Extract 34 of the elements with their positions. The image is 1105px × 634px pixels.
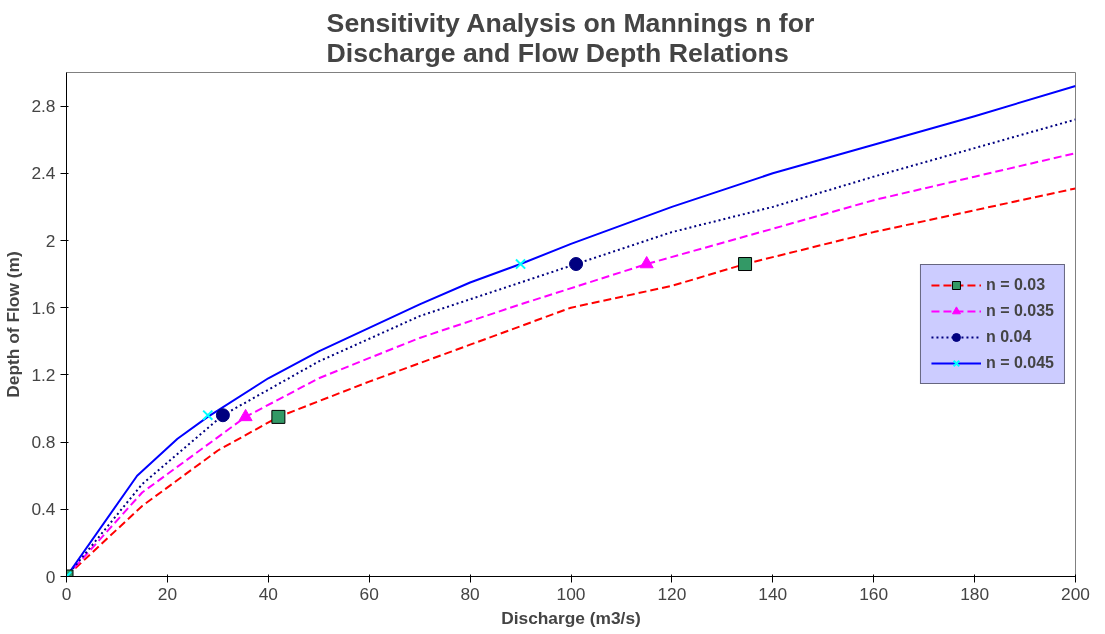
legend-label: n = 0.045 — [985, 354, 1054, 372]
point — [202, 409, 214, 421]
x-axis-title: Discharge (m3/s) — [501, 607, 641, 628]
x-tick-label: 80 — [460, 583, 480, 604]
point — [569, 257, 584, 272]
y-tick-label: 2.4 — [31, 163, 56, 184]
y-tick-label: 0.4 — [31, 499, 56, 520]
x-tick-label: 160 — [859, 583, 889, 604]
point — [639, 256, 654, 269]
x-tick-label: 0 — [61, 583, 72, 604]
legend-label: n 0.04 — [985, 328, 1032, 346]
point — [238, 408, 253, 422]
chart-title: Sensitivity Analysis on Mannings n for Discharge and Flow Depth Relations — [326, 7, 815, 68]
y-tick-label: 2.8 — [31, 96, 56, 117]
y-tick-label: 1.6 — [31, 297, 56, 318]
point — [738, 257, 753, 272]
y-tick-label: 2 — [45, 230, 56, 251]
y-tick-label: 1.2 — [31, 364, 56, 385]
x-tick-label: 200 — [1061, 583, 1090, 604]
y-axis-title: Depth of Flow (m) — [3, 251, 24, 398]
x-tick-label: 100 — [556, 583, 586, 604]
point — [514, 258, 527, 270]
x-tick-label: 120 — [657, 583, 687, 604]
y-tick-label: 0.8 — [31, 432, 56, 453]
x-tick-label: 140 — [758, 583, 788, 604]
y-tick-label: 0 — [45, 566, 56, 587]
x-tick-label: 40 — [258, 583, 278, 604]
x-tick-label: 20 — [157, 583, 178, 604]
x-tick-label: 180 — [960, 583, 990, 604]
legend-label: n = 0.03 — [985, 276, 1046, 294]
legend-label: n = 0.035 — [985, 302, 1054, 320]
point — [215, 408, 230, 423]
point — [271, 409, 286, 424]
x-tick-label: 60 — [359, 583, 379, 604]
